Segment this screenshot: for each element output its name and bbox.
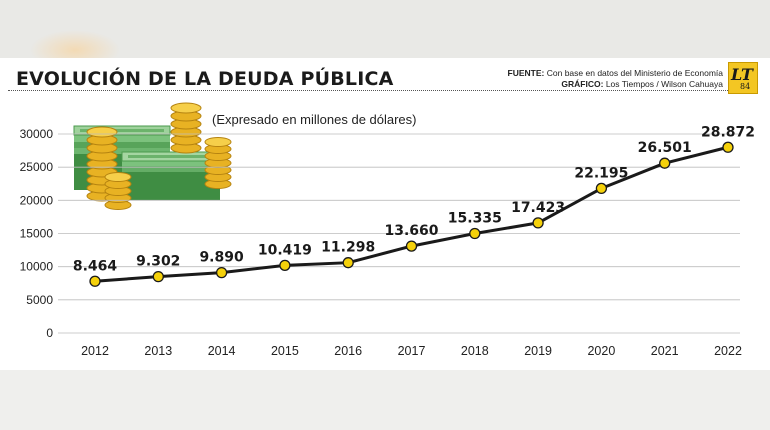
- data-point: [469, 227, 481, 240]
- logo-letters: LT: [731, 65, 753, 84]
- data-label: 10.419: [258, 242, 312, 258]
- data-label: 28.872: [701, 124, 755, 140]
- data-point: [405, 240, 418, 252]
- data-point: [659, 157, 671, 169]
- y-tick-label: 30000: [20, 127, 54, 141]
- data-point: [722, 141, 734, 153]
- chart-card: [0, 58, 770, 370]
- bottom-background: [0, 370, 770, 430]
- data-label: 17.423: [511, 200, 565, 216]
- newspaper-logo: LT 84: [728, 62, 758, 94]
- y-gridlines: [58, 133, 740, 334]
- source-text: Con base en datos del Ministerio de Econ…: [546, 68, 723, 78]
- data-point: [595, 182, 608, 195]
- x-tick-label: 2020: [587, 344, 615, 358]
- x-tick-label: 2012: [81, 344, 109, 358]
- money-stack-icon: [73, 102, 232, 210]
- source-line: FUENTE: Con base en datos del Ministerio…: [508, 68, 723, 79]
- data-point: [215, 266, 228, 279]
- data-point: [532, 217, 544, 229]
- x-tick-label: 2017: [398, 344, 426, 358]
- x-tick-label: 2016: [334, 344, 362, 358]
- data-label: 9.302: [136, 254, 180, 270]
- data-label: 13.660: [384, 223, 438, 239]
- graphic-text: Los Tiempos / Wilson Cahuaya: [605, 79, 723, 89]
- x-axis-ticks: 2012 2013 2014 2015 2016 2017 2018 2019 2020 2021…: [81, 344, 742, 358]
- x-tick-label: 2018: [461, 344, 489, 358]
- x-tick-label: 2022: [714, 344, 742, 358]
- data-labels: 8.464 9.302 9.890 10.419 11.298 13.660 15.335 1…: [73, 124, 755, 274]
- data-point: [152, 270, 164, 283]
- x-tick-label: 2021: [651, 344, 679, 358]
- y-tick-label: 5000: [26, 293, 53, 307]
- chart-credits: FUENTE: Con base en datos del Ministerio…: [508, 68, 723, 90]
- data-label: 22.195: [574, 165, 628, 181]
- data-point: [342, 257, 354, 269]
- data-label: 26.501: [638, 140, 692, 156]
- graphic-label: GRÁFICO:: [561, 79, 604, 89]
- x-tick-label: 2015: [271, 344, 299, 358]
- header-divider: [8, 90, 758, 91]
- source-label: FUENTE:: [507, 68, 545, 78]
- y-tick-label: 15000: [20, 227, 54, 241]
- y-tick-label: 25000: [20, 160, 54, 174]
- x-tick-label: 2013: [144, 344, 172, 358]
- y-tick-label: 0: [46, 326, 53, 340]
- x-tick-label: 2019: [524, 344, 552, 358]
- y-tick-label: 20000: [20, 193, 54, 207]
- data-label: 8.464: [73, 258, 118, 274]
- logo-number: 84: [740, 82, 751, 91]
- chart-header: EVOLUCIÓN DE LA DEUDA PÚBLICA FUENTE: Co…: [8, 62, 758, 94]
- y-tick-label: 10000: [20, 260, 54, 274]
- data-label: 11.298: [321, 240, 375, 256]
- y-axis-ticks: 0 5000 10000 15000 20000 25000 30000: [20, 127, 54, 340]
- chart-subtitle: (Expresado en millones de dólares): [212, 112, 417, 127]
- data-point: [89, 275, 101, 287]
- chart-title: EVOLUCIÓN DE LA DEUDA PÚBLICA: [16, 68, 394, 90]
- graphic-line: GRÁFICO: Los Tiempos / Wilson Cahuaya: [508, 79, 723, 90]
- data-label: 9.890: [199, 250, 244, 266]
- data-point: [279, 259, 291, 271]
- top-background: [0, 0, 770, 70]
- x-tick-label: 2014: [208, 344, 236, 358]
- data-label: 15.335: [448, 211, 502, 227]
- debt-series: [89, 141, 734, 287]
